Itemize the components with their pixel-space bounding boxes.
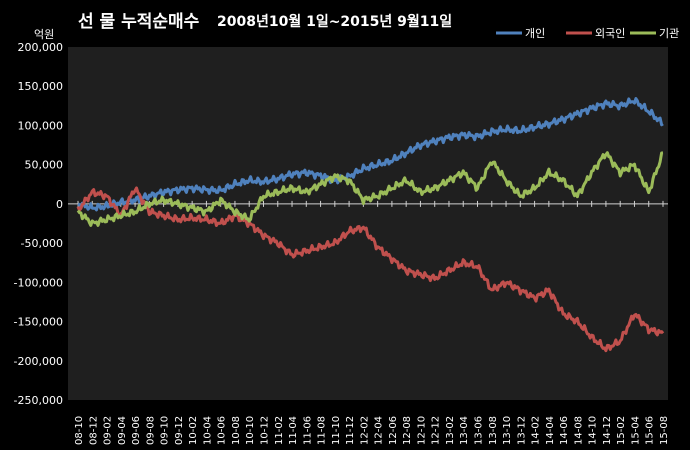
x-tick-label: 13-12: [516, 416, 527, 445]
legend: 개인 외국인 기관: [496, 27, 679, 40]
y-axis-unit: 억원: [34, 28, 54, 41]
x-tick-label: 13-04: [459, 416, 470, 445]
y-tick-label: 100,000: [18, 119, 64, 132]
x-tick-label: 10-04: [202, 416, 213, 445]
x-tick-label: 12-06: [388, 416, 399, 445]
x-tick-label: 10-10: [245, 416, 256, 445]
series-lines: [76, 97, 665, 353]
x-tick-label: 11-12: [345, 416, 356, 445]
x-tick-label: 12-08: [402, 416, 413, 445]
x-tick-label: 08-12: [88, 416, 99, 445]
x-tick-label: 12-12: [431, 416, 442, 445]
x-tick-label: 15-02: [616, 416, 627, 445]
plot-area: [68, 47, 668, 400]
y-tick-label: 150,000: [18, 80, 64, 93]
x-tick-label: 09-12: [174, 416, 185, 445]
x-tick-label: 11-06: [302, 416, 313, 445]
x-tick-label: 14-04: [545, 416, 556, 445]
x-tick-label: 09-06: [131, 416, 142, 445]
x-axis: 08-10 08-12 09-02 09-04 09-06 09-08 09-10 09-12…: [68, 200, 670, 445]
x-tick-label: 11-02: [274, 416, 285, 445]
legend-label: 기관: [659, 27, 679, 40]
x-tick-label: 14-02: [531, 416, 542, 445]
x-tick-label: 08-10: [74, 416, 85, 445]
x-tick-label: 09-08: [145, 416, 156, 445]
x-tick-label: 10-06: [217, 416, 228, 445]
x-tick-label: 12-02: [359, 416, 370, 445]
x-tick-label: 11-10: [331, 416, 342, 445]
x-tick-label: 11-08: [317, 416, 328, 445]
x-tick-label: 09-10: [160, 416, 171, 445]
legend-label: 외국인: [595, 27, 625, 40]
x-tick-label: 13-06: [474, 416, 485, 445]
y-tick-label: 0: [56, 198, 63, 211]
y-tick-label: -50,000: [21, 237, 63, 250]
x-tick-label: 15-08: [659, 416, 670, 445]
y-tick-label: -100,000: [14, 276, 63, 289]
x-tick-label: 12-04: [374, 416, 385, 445]
y-tick-label: -250,000: [14, 394, 63, 407]
x-tick-label: 13-08: [488, 416, 499, 445]
y-tick-label: -200,000: [14, 355, 63, 368]
x-tick-label: 13-02: [445, 416, 456, 445]
x-tick-label: 09-04: [117, 416, 128, 445]
x-tick-label: 12-10: [416, 416, 427, 445]
series-line-1: [76, 186, 665, 353]
y-tick-label: 50,000: [25, 159, 64, 172]
y-axis: 200,000 150,000 100,000 50,000 0 -50,000 -100,…: [14, 41, 63, 407]
x-tick-label: 10-12: [259, 416, 270, 445]
x-tick-label: 13-10: [502, 416, 513, 445]
x-tick-label: 15-04: [630, 416, 641, 445]
x-tick-label: 10-02: [188, 416, 199, 445]
x-tick-label: 14-10: [588, 416, 599, 445]
chart-title: 선 물 누적순매수: [78, 12, 200, 32]
chart-subtitle: 2008년10월 1일~2015년 9월11일: [217, 13, 452, 30]
x-tick-label: 09-02: [103, 416, 114, 445]
x-tick-label: 15-06: [645, 416, 656, 445]
x-tick-label: 14-08: [573, 416, 584, 445]
x-tick-label: 14-06: [559, 416, 570, 445]
x-tick-label: 14-12: [602, 416, 613, 445]
y-tick-label: -150,000: [14, 316, 63, 329]
x-tick-label: 10-08: [231, 416, 242, 445]
legend-label: 개인: [525, 27, 545, 40]
series-line-0: [77, 97, 664, 212]
y-tick-label: 200,000: [18, 41, 64, 54]
x-tick-label: 11-04: [288, 416, 299, 445]
series-line-2: [76, 151, 664, 227]
